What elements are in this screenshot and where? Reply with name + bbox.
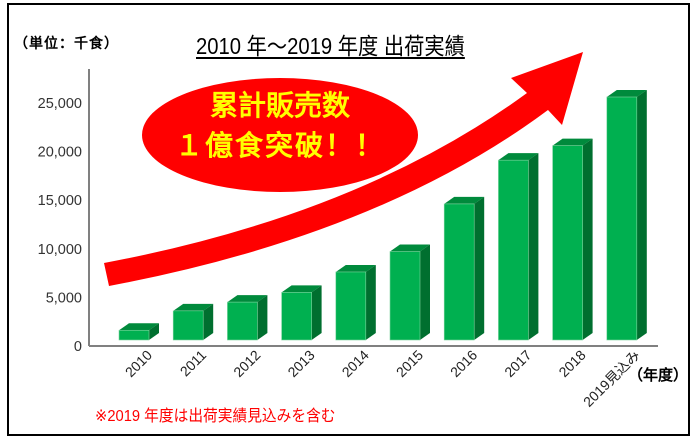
growth-arrow-icon xyxy=(104,52,583,286)
x-tick-label: 2012 xyxy=(230,347,263,380)
y-tick-label: 25,000 xyxy=(38,96,82,112)
x-tick-label: 2015 xyxy=(393,347,426,380)
y-tick-label: 15,000 xyxy=(38,193,82,209)
bar xyxy=(443,196,485,341)
x-axis-unit-label: （年度） xyxy=(628,367,689,384)
bar xyxy=(606,90,647,341)
y-tick-label: 20,000 xyxy=(38,145,82,161)
bar xyxy=(335,264,376,341)
x-tick-label: 2018 xyxy=(555,347,588,380)
x-tick-label: 2011 xyxy=(177,347,210,380)
bar xyxy=(552,138,593,341)
y-tick-labels: 0 5,000 10,000 15,000 20,000 25,000 xyxy=(38,96,82,355)
bar xyxy=(227,295,268,341)
bars xyxy=(118,90,647,341)
x-tick-label: 2014 xyxy=(339,347,372,380)
y-tick-label: 5,000 xyxy=(46,290,82,306)
y-tick-label: 0 xyxy=(74,339,82,355)
x-tick-label: 2013 xyxy=(284,347,317,380)
x-tick-label: 2016 xyxy=(447,347,480,380)
x-tick-label: 2017 xyxy=(501,347,534,380)
bar xyxy=(498,153,539,341)
bar xyxy=(172,303,214,341)
callout-text: 累計販売数 １億食突破！！ xyxy=(142,86,418,166)
chart-title: 2010 年～2019 年度 出荷実績 xyxy=(196,33,465,59)
callout-ellipse xyxy=(142,78,418,192)
bar xyxy=(118,323,159,341)
callout-line-1: 累計販売数 xyxy=(209,90,350,121)
bar xyxy=(389,244,430,341)
y-tick-label: 10,000 xyxy=(38,242,82,258)
callout-line-2: １億食突破！！ xyxy=(174,130,385,161)
x-tick-label: 2010 xyxy=(122,347,155,380)
footnote: ※2019 年度は出荷実績見込みを含む xyxy=(95,408,336,425)
unit-label: （単位：千食） xyxy=(14,35,119,51)
x-tick-labels: 2010 2011 2012 2013 2014 2015 2016 2017 20182019… xyxy=(122,347,643,410)
bar xyxy=(281,285,322,341)
